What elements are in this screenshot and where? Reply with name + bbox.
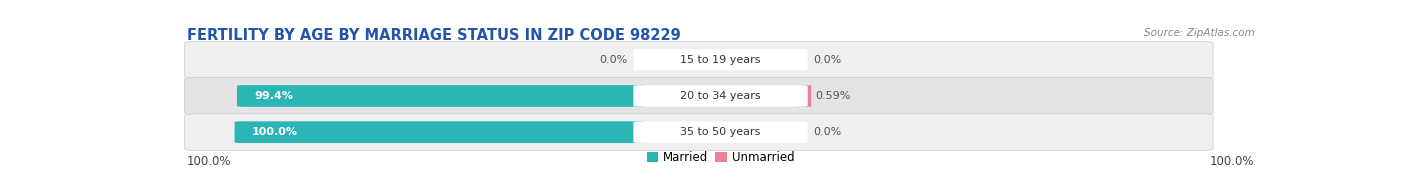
- FancyBboxPatch shape: [184, 114, 1213, 151]
- FancyBboxPatch shape: [633, 85, 807, 107]
- Text: 0.0%: 0.0%: [813, 55, 841, 65]
- FancyBboxPatch shape: [184, 41, 1213, 78]
- Text: 100.0%: 100.0%: [1211, 155, 1254, 168]
- FancyBboxPatch shape: [633, 49, 807, 70]
- Legend: Married, Unmarried: Married, Unmarried: [643, 146, 799, 169]
- Text: 35 to 50 years: 35 to 50 years: [681, 127, 761, 137]
- Text: 99.4%: 99.4%: [254, 91, 294, 101]
- Text: 100.0%: 100.0%: [187, 155, 231, 168]
- Text: 100.0%: 100.0%: [252, 127, 298, 137]
- Text: 15 to 19 years: 15 to 19 years: [681, 55, 761, 65]
- FancyBboxPatch shape: [796, 85, 811, 107]
- FancyBboxPatch shape: [633, 122, 807, 143]
- FancyBboxPatch shape: [238, 85, 645, 107]
- FancyBboxPatch shape: [235, 121, 645, 143]
- Text: Source: ZipAtlas.com: Source: ZipAtlas.com: [1143, 28, 1254, 38]
- Text: FERTILITY BY AGE BY MARRIAGE STATUS IN ZIP CODE 98229: FERTILITY BY AGE BY MARRIAGE STATUS IN Z…: [187, 28, 681, 43]
- FancyBboxPatch shape: [184, 78, 1213, 114]
- Text: 20 to 34 years: 20 to 34 years: [681, 91, 761, 101]
- Text: 0.0%: 0.0%: [813, 127, 841, 137]
- Text: 0.0%: 0.0%: [600, 55, 628, 65]
- Text: 0.59%: 0.59%: [815, 91, 851, 101]
